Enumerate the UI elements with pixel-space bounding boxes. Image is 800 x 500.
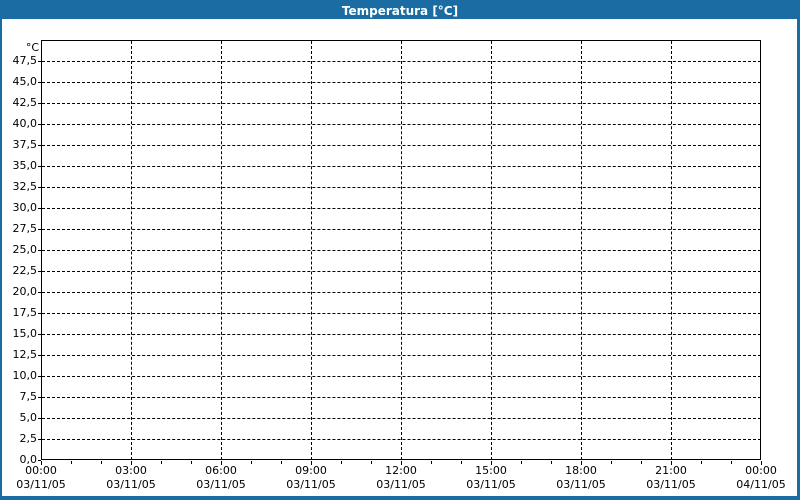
y-axis-tick xyxy=(38,376,41,377)
x-grid-line xyxy=(311,41,312,460)
y-axis-tick xyxy=(38,208,41,209)
x-axis-minor-tick xyxy=(551,461,552,464)
x-grid-line xyxy=(671,41,672,460)
y-tick-label: 40,0 xyxy=(12,117,38,130)
y-axis-tick xyxy=(38,229,41,230)
x-axis-major-tick xyxy=(311,461,312,465)
y-axis-tick xyxy=(38,334,41,335)
x-tick-date-label: 03/11/05 xyxy=(106,478,156,491)
x-axis-minor-tick xyxy=(641,461,642,464)
y-axis-tick xyxy=(38,460,41,461)
y-tick-label: 15,0 xyxy=(12,327,38,340)
window-title: Temperatura [°C] xyxy=(341,4,459,18)
x-axis-minor-tick xyxy=(371,461,372,464)
y-axis-tick xyxy=(38,61,41,62)
x-axis-major-tick xyxy=(671,461,672,465)
x-axis-minor-tick xyxy=(341,461,342,464)
y-tick-label: 5,0 xyxy=(19,411,38,424)
x-axis-minor-tick xyxy=(101,461,102,464)
x-axis-major-tick xyxy=(41,461,42,465)
x-axis-minor-tick xyxy=(431,461,432,464)
x-axis-major-tick xyxy=(131,461,132,465)
x-axis-minor-tick xyxy=(191,461,192,464)
x-tick-date-label: 04/11/05 xyxy=(736,478,786,491)
y-tick-label: 10,0 xyxy=(12,369,38,382)
x-tick-time-label: 21:00 xyxy=(655,464,687,477)
y-axis-tick xyxy=(38,439,41,440)
x-axis-major-tick xyxy=(491,461,492,465)
x-axis-minor-tick xyxy=(611,461,612,464)
y-axis-unit-label: °C xyxy=(25,41,39,54)
x-axis-major-tick xyxy=(401,461,402,465)
y-tick-label: 32,5 xyxy=(12,180,38,193)
x-axis-minor-tick xyxy=(521,461,522,464)
x-grid-line xyxy=(221,41,222,460)
y-tick-label: 7,5 xyxy=(19,390,38,403)
x-tick-date-label: 03/11/05 xyxy=(286,478,336,491)
y-tick-label: 17,5 xyxy=(12,306,38,319)
y-axis-tick xyxy=(38,397,41,398)
y-axis-tick xyxy=(38,313,41,314)
y-tick-label: 45,0 xyxy=(12,75,38,88)
x-tick-date-label: 03/11/05 xyxy=(466,478,516,491)
x-axis-minor-tick xyxy=(251,461,252,464)
y-axis-tick xyxy=(38,166,41,167)
y-tick-label: 47,5 xyxy=(12,54,38,67)
x-tick-time-label: 12:00 xyxy=(385,464,417,477)
y-axis-tick xyxy=(38,250,41,251)
x-grid-line xyxy=(491,41,492,460)
y-axis-tick xyxy=(38,292,41,293)
y-tick-label: 35,0 xyxy=(12,159,38,172)
y-tick-label: 42,5 xyxy=(12,96,38,109)
x-axis-minor-tick xyxy=(281,461,282,464)
x-tick-date-label: 03/11/05 xyxy=(646,478,696,491)
y-tick-label: 22,5 xyxy=(12,264,38,277)
x-grid-line xyxy=(401,41,402,460)
y-tick-label: 12,5 xyxy=(12,348,38,361)
x-tick-time-label: 06:00 xyxy=(205,464,237,477)
y-tick-label: 2,5 xyxy=(19,432,38,445)
y-axis-tick xyxy=(38,82,41,83)
window-border-right xyxy=(797,0,800,500)
x-axis-major-tick xyxy=(221,461,222,465)
x-axis-major-tick xyxy=(761,461,762,465)
y-tick-label: 30,0 xyxy=(12,201,38,214)
window-border-left xyxy=(0,0,2,500)
x-grid-line xyxy=(581,41,582,460)
x-tick-time-label: 00:00 xyxy=(25,464,57,477)
y-axis-tick xyxy=(38,103,41,104)
x-grid-line xyxy=(131,41,132,460)
y-axis-tick xyxy=(38,145,41,146)
x-tick-time-label: 03:00 xyxy=(115,464,147,477)
x-tick-date-label: 03/11/05 xyxy=(16,478,66,491)
x-tick-time-label: 18:00 xyxy=(565,464,597,477)
x-tick-date-label: 03/11/05 xyxy=(556,478,606,491)
y-tick-label: 37,5 xyxy=(12,138,38,151)
y-tick-label: 0,0 xyxy=(19,453,38,466)
x-axis-minor-tick xyxy=(71,461,72,464)
x-tick-time-label: 00:00 xyxy=(745,464,777,477)
x-tick-time-label: 15:00 xyxy=(475,464,507,477)
y-axis-tick xyxy=(38,187,41,188)
window-titlebar[interactable]: Temperatura [°C] xyxy=(0,0,800,19)
x-tick-date-label: 03/11/05 xyxy=(376,478,426,491)
window-border-bottom xyxy=(0,496,800,500)
x-axis-major-tick xyxy=(581,461,582,465)
x-axis-minor-tick xyxy=(161,461,162,464)
y-tick-label: 20,0 xyxy=(12,285,38,298)
y-axis-tick xyxy=(38,271,41,272)
x-axis-minor-tick xyxy=(731,461,732,464)
y-axis-tick xyxy=(38,355,41,356)
x-tick-date-label: 03/11/05 xyxy=(196,478,246,491)
y-axis-tick xyxy=(38,124,41,125)
x-axis-minor-tick xyxy=(701,461,702,464)
y-tick-label: 25,0 xyxy=(12,243,38,256)
y-tick-label: 27,5 xyxy=(12,222,38,235)
y-axis-tick xyxy=(38,418,41,419)
x-tick-time-label: 09:00 xyxy=(295,464,327,477)
x-axis-minor-tick xyxy=(461,461,462,464)
